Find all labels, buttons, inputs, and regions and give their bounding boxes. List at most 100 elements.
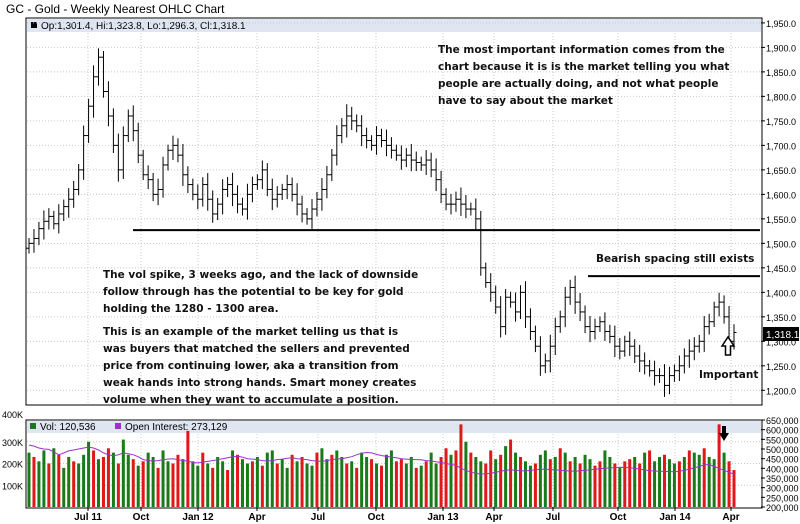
volume-bar: [603, 450, 607, 507]
volume-bar: [365, 456, 369, 507]
ohlc-bar: [463, 195, 469, 219]
volume-bar: [414, 467, 418, 507]
ohlc-bar: [647, 359, 653, 377]
oi-tick-label: 450,000: [766, 455, 799, 465]
volume-bar: [533, 463, 537, 507]
volume-bar: [345, 463, 349, 507]
volume-bar: [201, 452, 205, 507]
volume-bar: [394, 461, 398, 507]
volume-bar: [484, 463, 488, 507]
ohlc-bar: [602, 312, 608, 341]
x-tick-label: Jul 11: [74, 512, 102, 523]
volume-axis-max-label: 400K: [2, 410, 23, 420]
volume-bar: [633, 456, 637, 507]
ohlc-bar: [408, 143, 414, 172]
price-tick-label: 1,800.0: [766, 92, 796, 102]
ohlc-bar: [155, 178, 161, 206]
ohlc-bar: [225, 176, 231, 198]
volume-bar: [489, 450, 493, 507]
volume-bar: [399, 459, 403, 507]
volume-bar: [300, 456, 304, 507]
price-gridlines: [27, 22, 761, 404]
volume-bar: [598, 461, 602, 507]
volume-bar: [543, 450, 547, 507]
volume-tick-label: 300K: [2, 438, 23, 448]
ohlc-bar: [324, 165, 330, 199]
volume-bar: [37, 461, 41, 507]
ohlc-bar: [642, 352, 648, 375]
ohlc-bar: [364, 127, 370, 149]
volume-bar: [707, 456, 711, 507]
ohlc-bar: [175, 138, 181, 163]
price-tick-label: 1,450.0: [766, 264, 796, 274]
ohlc-bar: [681, 348, 687, 374]
volume-bar: [166, 461, 170, 507]
ohlc-bar: [483, 262, 489, 288]
volume-bar: [211, 467, 215, 507]
ohlc-bar: [334, 125, 340, 166]
volume-bar: [667, 459, 671, 507]
volume-bar: [588, 459, 592, 507]
volume-bar: [226, 470, 230, 507]
volume-bar: [628, 459, 632, 507]
volume-bar: [499, 454, 503, 507]
volume-bar: [389, 450, 393, 507]
volume-bar: [196, 465, 200, 507]
ohlc-bar: [537, 336, 543, 376]
bottom-note-line-2: was buyers that matched the sellers and …: [103, 343, 410, 355]
ohlc-bar: [269, 178, 275, 211]
volume-bar: [528, 465, 532, 507]
x-tick-label: Jul: [311, 512, 326, 523]
volume-bar: [469, 452, 473, 507]
ohlc-bar: [354, 114, 360, 133]
volume-bar: [181, 459, 185, 507]
volume-bar: [658, 456, 662, 507]
volume-bar: [191, 461, 195, 507]
ohlc-bar: [721, 295, 727, 324]
ohlc-bar: [448, 193, 454, 215]
volume-bar: [82, 454, 86, 507]
ohlc-bar: [66, 188, 72, 218]
ohlc-bar: [185, 166, 191, 194]
volume-bar: [52, 448, 56, 507]
volume-bar: [245, 463, 249, 507]
volume-bar: [136, 465, 140, 507]
volume-bar: [101, 456, 105, 507]
volume-bar: [355, 467, 359, 507]
ohlc-bar: [503, 288, 509, 335]
ohlc-bar: [552, 317, 558, 356]
ohlc-bar: [418, 156, 424, 171]
price-y-axis: 1,950.0 1,900.0 1,850.0 1,800.0 1,750.0 1,700…: [761, 19, 796, 396]
ohlc-bar: [145, 165, 151, 190]
volume-bar: [206, 463, 210, 507]
ohlc-bar: [100, 51, 106, 98]
x-tick-label: Jan 12: [182, 512, 214, 523]
price-tick-label: 1,850.0: [766, 68, 796, 78]
volume-bar: [161, 450, 165, 507]
important-label: Important: [699, 369, 758, 381]
volume-bar: [618, 467, 622, 507]
volume-bar: [514, 452, 518, 507]
ohlc-bar: [349, 106, 355, 130]
support-resistance-lines: [133, 229, 760, 278]
volume-bar: [255, 456, 259, 507]
price-tick-label: 1,750.0: [766, 117, 796, 127]
volume-bar: [573, 456, 577, 507]
volume-bar: [662, 454, 666, 507]
price-tick-label: 1,300.0: [766, 337, 796, 347]
volume-bar: [722, 452, 726, 507]
volume-bar: [57, 454, 61, 507]
volume-readout-bar: [27, 421, 761, 433]
volume-bar: [727, 461, 731, 507]
volume-legend-swatch: [30, 423, 36, 429]
ohlc-bar: [433, 158, 439, 192]
volume-bar: [563, 452, 567, 507]
ohlc-bar: [344, 104, 350, 138]
oi-tick-label: 350,000: [766, 474, 799, 484]
ohlc-bar: [508, 291, 514, 308]
ohlc-bar: [120, 126, 126, 179]
oi-tick-label: 500,000: [766, 445, 799, 455]
up-arrow-icon: [720, 335, 736, 356]
ohlc-bar: [652, 360, 658, 386]
ohlc-bar: [671, 364, 677, 382]
